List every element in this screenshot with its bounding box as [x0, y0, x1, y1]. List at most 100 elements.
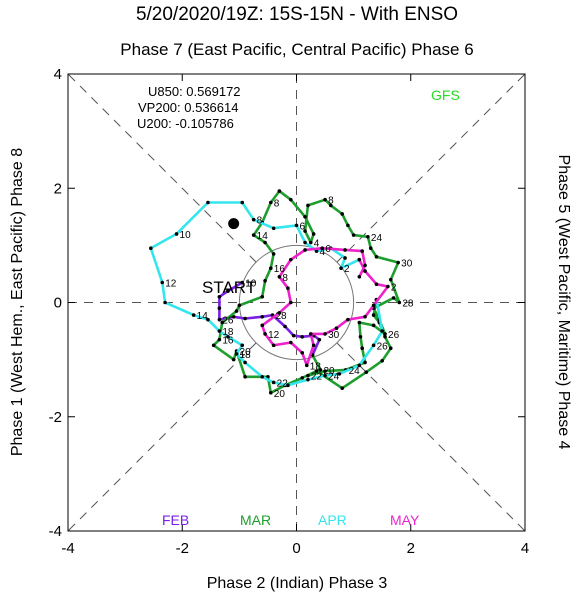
series-point — [323, 373, 327, 378]
diagonal-guide-se — [336, 342, 526, 532]
series-point — [340, 386, 345, 390]
series-point — [163, 300, 167, 305]
x-tick-label: 2 — [407, 540, 415, 557]
series-point — [306, 377, 310, 382]
series-point — [363, 314, 367, 319]
day-label: 8 — [257, 216, 263, 227]
series-point — [277, 189, 282, 193]
series-point — [263, 332, 267, 336]
series-point — [357, 320, 362, 325]
series-point — [271, 343, 276, 348]
series-point — [300, 334, 305, 339]
series-point — [357, 274, 362, 279]
day-label: 14 — [257, 231, 269, 242]
day-label: 22 — [277, 378, 289, 389]
series-point — [314, 249, 319, 253]
series-point — [343, 248, 347, 252]
series-point — [300, 350, 305, 355]
y-tick-label: 4 — [54, 66, 62, 83]
diagonal-guide-ne — [336, 73, 526, 263]
series-point — [243, 360, 247, 365]
series-point — [380, 358, 384, 363]
series-point — [234, 352, 239, 356]
series-point — [263, 278, 267, 283]
series-point — [160, 280, 165, 285]
series-point — [206, 200, 210, 205]
series-point — [266, 374, 270, 379]
y-tick-label: 0 — [54, 295, 62, 312]
series-point — [226, 334, 230, 339]
legend-feb: FEB — [162, 512, 189, 528]
series-point — [374, 282, 379, 287]
series-point — [371, 303, 376, 308]
legend-mar: MAR — [240, 512, 271, 528]
series-point — [311, 343, 316, 348]
series-point — [340, 212, 345, 216]
y-tick-label: -2 — [49, 409, 62, 426]
series-point — [268, 390, 273, 395]
series-point — [288, 257, 293, 262]
day-label: 28 — [402, 299, 414, 310]
series-point — [226, 289, 230, 293]
series-point — [306, 373, 310, 378]
series-point — [217, 294, 222, 299]
series-point — [217, 329, 222, 333]
legend-may: MAY — [390, 512, 420, 528]
series-point — [371, 313, 376, 317]
series-point — [263, 240, 267, 245]
x-tick-label: 4 — [521, 540, 529, 557]
series-point — [337, 372, 342, 376]
series-point — [288, 340, 293, 345]
series-point — [217, 337, 222, 342]
y-tick-label: -4 — [49, 523, 62, 540]
series-point — [234, 309, 239, 313]
series-point — [260, 323, 265, 328]
day-label: 24 — [371, 233, 383, 244]
series-point — [346, 223, 350, 228]
series-point — [231, 314, 236, 319]
series-point — [191, 313, 196, 317]
series-point — [211, 343, 216, 348]
series-point — [231, 357, 236, 362]
series-point — [323, 369, 327, 373]
series-point — [217, 317, 222, 322]
series-point — [386, 284, 390, 289]
series-point — [303, 240, 307, 245]
day-label: 26 — [222, 316, 234, 327]
day-label: 18 — [240, 350, 252, 361]
series-point — [351, 233, 356, 237]
series-point — [240, 280, 245, 285]
series-point — [240, 200, 245, 205]
series-point — [391, 296, 396, 300]
day-label: 20 — [274, 389, 286, 400]
model-label: GFS — [431, 87, 460, 103]
series-point — [364, 370, 368, 374]
series-point — [237, 303, 242, 308]
day-label: 10 — [180, 230, 192, 241]
series-point — [383, 334, 387, 339]
day-label: 8 — [328, 196, 334, 207]
day-label: 6 — [325, 244, 331, 255]
series-point — [371, 323, 376, 328]
series-point — [334, 326, 339, 331]
series-point — [243, 316, 247, 321]
day-label: 2 — [391, 283, 397, 294]
y-axis-label-right: Phase 5 (West Pacific, Maritime) Phase 4 — [555, 155, 572, 450]
series-point — [343, 256, 347, 260]
series-point — [288, 300, 293, 305]
series-point — [303, 229, 307, 233]
chart-title: 5/20/2020/19Z: 15S-15N - With ENSO — [136, 4, 458, 25]
series-point — [346, 317, 350, 322]
series-point — [251, 217, 256, 222]
series-point — [220, 320, 225, 325]
chart-subtitle: Phase 7 (East Pacific, Central Pacific) … — [120, 40, 473, 59]
series-point — [303, 248, 307, 252]
series-point — [291, 333, 296, 338]
series-point — [277, 274, 282, 279]
series-point — [360, 346, 364, 351]
series-point — [268, 266, 273, 271]
series-point — [271, 380, 276, 385]
